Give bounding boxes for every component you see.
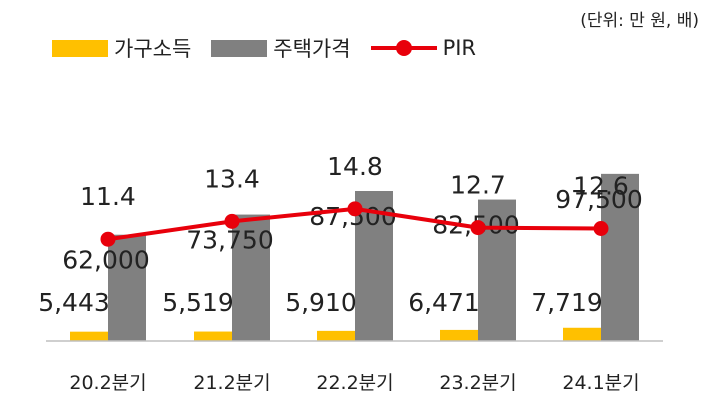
income-bar	[440, 329, 478, 341]
price-data-label: 62,000	[62, 246, 149, 275]
x-tick-label: 20.2분기	[69, 372, 146, 394]
income-data-label: 5,443	[38, 288, 110, 317]
price-data-label: 97,500	[555, 185, 642, 214]
price-bar	[478, 199, 516, 341]
pir-data-label: 12.7	[450, 171, 506, 200]
legend-item-price: 주택가격	[211, 33, 351, 63]
pir-point	[224, 213, 240, 229]
income-bar	[563, 327, 601, 341]
pir-data-label: 13.4	[204, 164, 260, 193]
legend-swatch-price	[211, 39, 268, 57]
income-bar	[194, 331, 232, 341]
legend-item-income: 가구소득	[52, 33, 191, 63]
price-bar	[355, 191, 393, 341]
pir-point	[347, 201, 363, 217]
price-bar	[232, 214, 270, 341]
pir-point	[470, 220, 486, 236]
x-tick-label: 22.2분기	[316, 372, 393, 394]
income-data-label: 5,910	[285, 288, 357, 317]
pir-point	[593, 221, 609, 236]
income-bar	[317, 330, 355, 341]
x-tick-label: 24.1분기	[562, 372, 639, 394]
legend-swatch-income	[52, 39, 108, 57]
price-data-label: 73,750	[186, 226, 273, 255]
income-data-label: 5,519	[162, 288, 234, 317]
pir-point	[100, 231, 116, 247]
price-bar	[108, 234, 146, 341]
legend-label-income: 가구소득	[114, 37, 192, 61]
pir-data-label: 11.4	[80, 182, 136, 211]
income-data-label: 6,471	[408, 288, 480, 317]
pir-data-label: 12.6	[573, 172, 629, 201]
unit-note: (단위: 만 원, 배)	[580, 11, 699, 31]
legend-swatch-pir	[370, 38, 437, 58]
legend-item-pir: PIR	[370, 36, 477, 60]
income-bar	[70, 331, 108, 341]
x-tick-label: 23.2분기	[439, 372, 516, 394]
x-tick-label: 21.2분기	[193, 372, 270, 394]
legend: 가구소득 주택가격 PIR	[52, 33, 496, 63]
pir-data-label: 14.8	[327, 152, 383, 181]
income-data-label: 7,719	[531, 288, 603, 317]
price-bar	[601, 173, 639, 341]
legend-label-pir: PIR	[442, 36, 477, 60]
legend-label-price: 주택가격	[273, 37, 351, 61]
